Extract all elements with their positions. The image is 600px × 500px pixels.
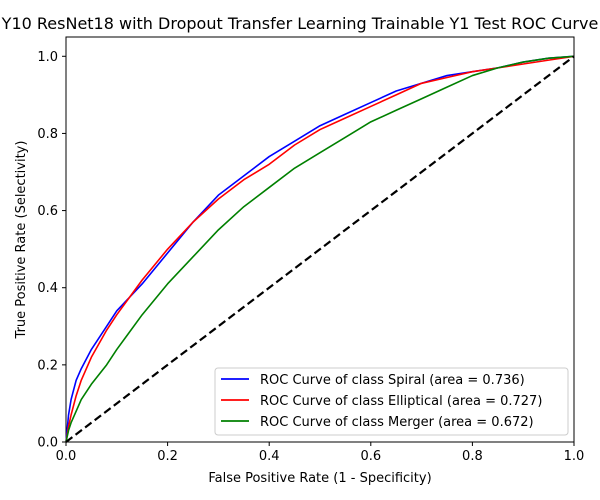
series-layer	[65, 55, 575, 443]
chance-diagonal	[65, 55, 575, 443]
y-tick-label: 0.4	[37, 281, 58, 296]
x-tick-label: 1.0	[564, 449, 585, 464]
y-tick-label: 0.6	[37, 204, 58, 219]
plot-frame	[65, 36, 575, 443]
x-tick-label: 0.6	[360, 449, 381, 464]
legend-label-elliptical: ROC Curve of class Elliptical (area = 0.…	[260, 394, 542, 409]
y-tick-label: 1.0	[37, 50, 58, 65]
x-tick-label: 0.0	[56, 449, 77, 464]
x-tick-label: 0.2	[157, 449, 178, 464]
legend-box	[214, 367, 569, 436]
y-tick-label: 0.8	[37, 127, 58, 142]
legend: ROC Curve of class Spiral (area = 0.736)…	[214, 367, 569, 436]
legend-label-merger: ROC Curve of class Merger (area = 0.672)	[260, 415, 534, 430]
x-axis-label: False Positive Rate (1 - Specificity)	[208, 471, 431, 486]
x-tick-label: 0.4	[259, 449, 280, 464]
roc-curve-merger	[65, 55, 575, 443]
x-tick-label: 0.8	[462, 449, 483, 464]
legend-label-spiral: ROC Curve of class Spiral (area = 0.736)	[260, 373, 525, 388]
y-tick-label: 0.0	[37, 436, 58, 451]
y-axis: 0.0 0.2 0.4 0.6 0.8 1.0	[37, 50, 66, 451]
y-axis-label: True Positive Rate (Selectivity)	[14, 141, 29, 340]
y-tick-label: 0.2	[37, 358, 58, 373]
chart-title: Y10 ResNet18 with Dropout Transfer Learn…	[1, 14, 599, 33]
x-axis: 0.0 0.2 0.4 0.6 0.8 1.0	[56, 442, 585, 464]
roc-curve-elliptical	[65, 55, 575, 443]
